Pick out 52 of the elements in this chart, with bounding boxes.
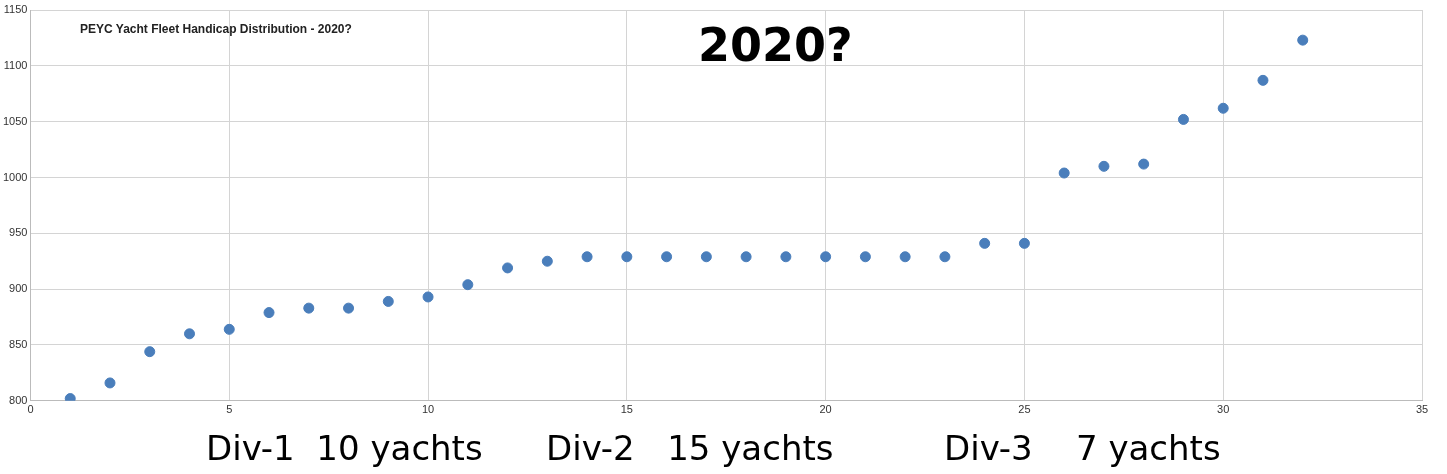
y-tick-label: 1100 [3,58,28,71]
text: PEYC Yacht Fleet Handicap Distribution - 2020? [80,22,352,36]
point [1177,113,1189,125]
point [1297,34,1309,46]
text: Div-3 7 yachts [944,428,1221,468]
point [1018,237,1030,249]
point [343,302,355,314]
point [1217,102,1229,114]
point [780,251,792,263]
y-tick-label: 1000 [2,170,28,183]
point [979,237,991,249]
point [502,262,514,274]
x-tick-label: 10 [421,403,435,416]
point [104,377,116,389]
annotation: 2020? [698,18,853,72]
y-tick-label: 850 [9,338,28,350]
x-tick-label: 0 [27,403,34,416]
y-tick-label: 1050 [2,114,28,127]
point [382,295,394,307]
x-tick-label: 25 [1018,403,1031,416]
point [581,251,593,263]
x-tick-label: 30 [1217,403,1230,416]
point [1098,160,1110,172]
text: Div-1 10 yachts [206,428,483,468]
x-tick-label: 35 [1415,403,1429,416]
point [541,255,553,267]
point [422,291,434,303]
point [700,251,712,263]
x-tick-label: 5 [226,403,233,416]
point [462,279,474,291]
point [223,323,235,335]
point [899,251,911,263]
point [1058,167,1070,179]
y-tick-label: 1150 [3,3,28,16]
x-tick-label: 15 [620,403,633,416]
point [263,307,275,319]
point [820,251,832,263]
point [303,302,315,314]
point [184,328,195,340]
point [1257,74,1269,86]
point [939,251,951,263]
point [1138,158,1150,170]
y-tick-label: 950 [9,226,28,239]
x-tick-label: 20 [819,403,832,416]
y-tick-label: 900 [9,282,28,295]
point [740,251,752,263]
point [144,346,156,358]
text: Div-2 15 yachts [546,428,834,468]
point [621,251,633,263]
y-tick-label: 800 [9,393,28,406]
point [859,251,871,263]
point [661,251,673,263]
